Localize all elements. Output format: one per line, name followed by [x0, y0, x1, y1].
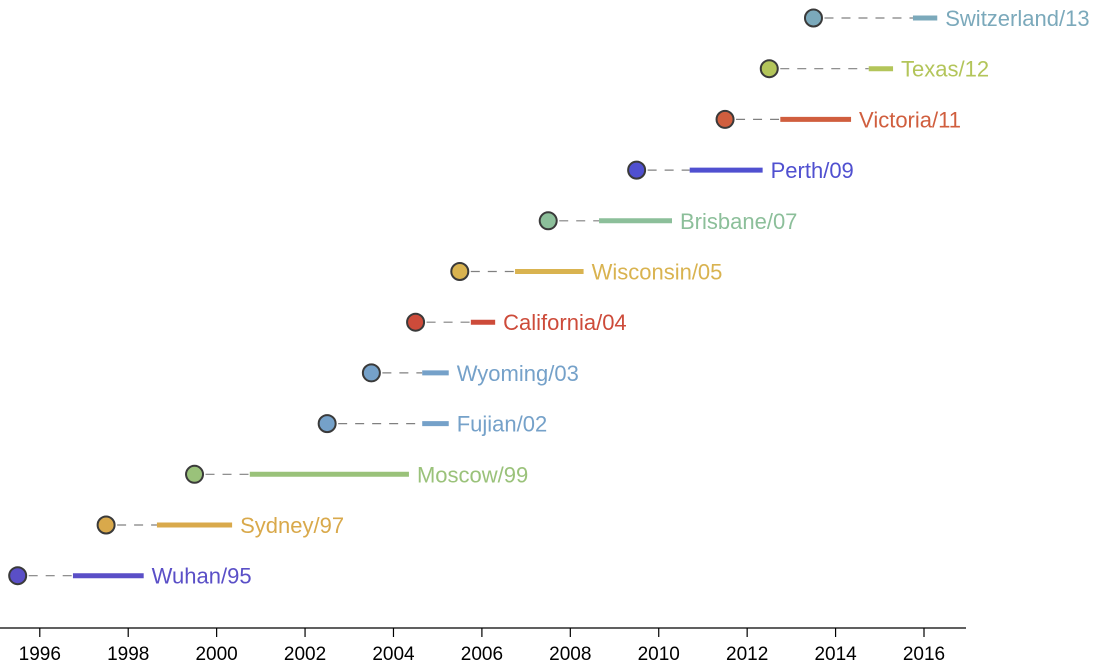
x-tick-label-2002: 2002	[284, 644, 326, 665]
strain-label-victoria-11: Victoria/11	[859, 107, 961, 132]
x-tick-label-2006: 2006	[461, 644, 503, 665]
emergence-point-brisbane-07	[538, 211, 558, 231]
emergence-point-texas-12	[759, 59, 779, 79]
emergence-point-moscow-99	[185, 464, 205, 484]
emergence-point-switzerland-13	[803, 8, 823, 28]
x-tick-label-2012: 2012	[726, 644, 768, 665]
emergence-point-wuhan-95	[8, 566, 28, 586]
strain-label-switzerland-13: Switzerland/13	[945, 6, 1089, 31]
strain-label-brisbane-07: Brisbane/07	[680, 209, 797, 234]
emergence-point-wisconsin-05	[450, 262, 470, 281]
strain-label-california-04: California/04	[503, 310, 627, 335]
x-tick-label-1998: 1998	[107, 644, 149, 665]
emergence-point-sydney-97	[96, 515, 116, 535]
emergence-point-fujian-02	[317, 414, 337, 434]
x-tick-label-2016: 2016	[903, 644, 945, 665]
strain-label-moscow-99: Moscow/99	[417, 462, 528, 487]
emergence-point-perth-09	[627, 160, 647, 180]
strain-label-wyoming-03: Wyoming/03	[457, 361, 579, 386]
x-tick-label-2000: 2000	[195, 644, 237, 665]
x-tick-label-2010: 2010	[638, 644, 680, 665]
emergence-point-california-04	[406, 312, 426, 332]
strain-label-texas-12: Texas/12	[901, 57, 989, 82]
strain-label-wisconsin-05: Wisconsin/05	[592, 260, 723, 285]
strain-label-wuhan-95: Wuhan/95	[152, 564, 252, 589]
emergence-point-wyoming-03	[361, 363, 381, 383]
strain-label-fujian-02: Fujian/02	[457, 412, 548, 437]
x-axis: 1996 1998 2000 2002 2004 2006 2008 2010 2012 2014…	[0, 627, 966, 665]
emergence-point-victoria-11	[715, 109, 735, 129]
plot-area: Wuhan/95 Sydney/97 Moscow/99 Fujian/02 Wyomi…	[8, 6, 1090, 589]
x-tick-label-2004: 2004	[372, 644, 415, 665]
strain-label-sydney-97: Sydney/97	[240, 513, 344, 538]
x-tick-label-2014: 2014	[814, 644, 857, 665]
x-tick-label-2008: 2008	[549, 644, 591, 665]
x-tick-label-1996: 1996	[19, 644, 61, 665]
strain-label-perth-09: Perth/09	[771, 158, 854, 183]
